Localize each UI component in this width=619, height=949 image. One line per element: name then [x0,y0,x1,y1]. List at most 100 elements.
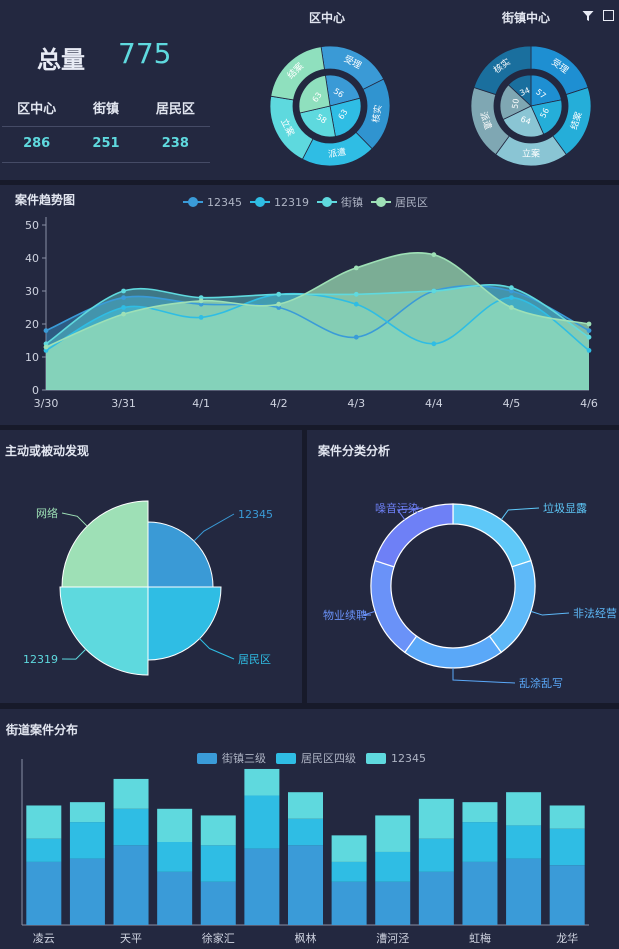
outer-label-1: 核实 [369,104,384,124]
line-0 [45,284,590,339]
y-tick-1: 10 [25,351,39,364]
street-pie-title: 街镇中心 [502,11,551,25]
rose-slice-2 [59,586,149,676]
rose-slice-1 [147,586,222,661]
filter-icon[interactable] [582,10,594,22]
inner-slice-3 [298,74,331,114]
point-2-6 [509,285,514,291]
x-tick-2: 4/1 [192,397,210,410]
stat-value-resident: 238 [161,136,189,151]
y-tick-2: 20 [25,318,39,331]
x-tick-7: 4/6 [580,397,598,410]
inner-label-3: 50 [510,98,520,109]
point-0-2 [198,301,204,307]
rose-leader-2 [61,648,87,660]
bar-0-11 [506,858,542,925]
bar-2-10 [462,802,498,823]
bar-1-8 [375,851,411,882]
outer-label-2: 派遣 [327,146,347,161]
trend-title: 案件趋势图 [15,193,76,207]
bar-2-2 [113,778,149,809]
district-pie-title: 区中心 [309,11,346,25]
donut-slice-0 [452,503,532,568]
stat-label-district: 区中心 [17,102,57,117]
rose-slice-3 [61,500,149,588]
bar-0-6 [288,845,323,925]
bar-1-3 [157,842,193,872]
bar-x-tick-10: 虹梅 [469,931,491,945]
bar-x-tick-2: 天平 [120,932,142,945]
bar-2-6 [288,792,323,819]
inner-slice-1 [530,99,563,135]
point-1-4 [353,301,359,307]
bar-2-9 [418,798,454,839]
legend-12319[interactable]: 12319 [250,194,309,210]
stats-table: 区中心 街镇 居民区 286 251 238 [2,98,210,163]
inner-label-2: 64 [519,115,532,127]
inner-slice-2 [299,105,336,138]
stat-label-street: 街镇 [92,102,119,117]
square-icon[interactable] [603,10,614,21]
bar-0-2 [113,845,149,925]
legend-bar-12345[interactable]: 12345 [366,750,426,766]
bar-2-1 [69,802,105,823]
donut-slice-2 [403,635,503,669]
bar-0-4 [200,881,236,925]
donut-leader-0 [500,507,540,520]
legend-12345[interactable]: 12345 [183,194,242,210]
inner-slice-3 [499,84,532,121]
point-2-2 [198,295,204,300]
bar-0-7 [331,881,367,925]
stat-value-street: 251 [92,136,120,151]
street-dist-chart: 凌云 天平 徐家汇 枫林 漕河泾 虹梅 龙华 [21,759,589,945]
legend-jumin-level4[interactable]: 居民区四级 [276,750,356,766]
rose-label-3: 网络 [36,506,58,520]
bar-2-5 [244,768,280,796]
bar-1-12 [549,828,585,866]
inner-slice-4 [507,74,532,107]
rose-label-2: 12319 [23,653,58,666]
bar-1-1 [69,822,105,859]
legend-jumin[interactable]: 居民区 [371,194,428,210]
point-3-5 [431,252,437,258]
point-1-5 [431,341,437,347]
bar-legend: 街镇三级 居民区四级 12345 [197,750,426,766]
point-2-7 [586,334,592,340]
x-tick-4: 4/3 [347,397,365,410]
stat-value-district: 286 [23,136,51,151]
inner-slice-2 [502,105,545,138]
bar-0-10 [462,861,498,925]
donut-leader-4 [396,507,424,520]
point-0-3 [276,305,282,310]
point-1-6 [509,295,514,300]
bar-1-0 [26,838,62,862]
bar-1-4 [200,845,236,882]
inner-slice-1 [329,97,362,137]
donut-leader-1 [530,610,570,616]
bar-2-0 [26,805,62,839]
bar-2-4 [200,815,236,846]
legend-jiezhen-level3[interactable]: 街镇三级 [197,750,266,766]
street-dist-title: 街道案件分布 [6,723,79,737]
rose-label-1: 居民区 [238,653,271,666]
bar-2-11 [506,792,542,826]
legend-jiezhen[interactable]: 街镇 [317,194,363,210]
donut-leader-2 [452,668,516,684]
x-tick-1: 3/31 [111,397,136,410]
bar-1-2 [113,808,149,846]
rose-leader-3 [61,512,88,527]
point-3-6 [509,305,514,310]
bar-1-9 [418,838,454,872]
bar-1-11 [506,825,542,859]
bar-x-tick-8: 漕河泾 [376,931,409,945]
point-3-1 [121,311,126,317]
point-1-7 [586,348,592,353]
bar-1-6 [288,818,323,846]
bar-1-7 [331,861,367,882]
inner-slice-0 [324,74,361,107]
bar-0-3 [157,871,193,925]
rose-slice-0 [147,521,214,588]
point-3-0 [43,344,49,350]
outer-slice-4 [473,45,532,96]
inner-label-1: 56 [538,107,551,120]
